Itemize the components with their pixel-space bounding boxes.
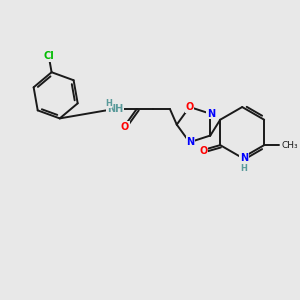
- Text: O: O: [200, 146, 208, 156]
- Text: CH₃: CH₃: [282, 141, 298, 150]
- Text: N: N: [207, 109, 215, 119]
- Text: Cl: Cl: [44, 51, 54, 61]
- Text: H: H: [241, 164, 248, 173]
- Text: N: N: [187, 137, 195, 147]
- Text: H: H: [105, 99, 112, 108]
- Text: O: O: [121, 122, 129, 132]
- Text: O: O: [185, 102, 194, 112]
- Text: NH: NH: [107, 104, 123, 114]
- Text: N: N: [240, 153, 248, 163]
